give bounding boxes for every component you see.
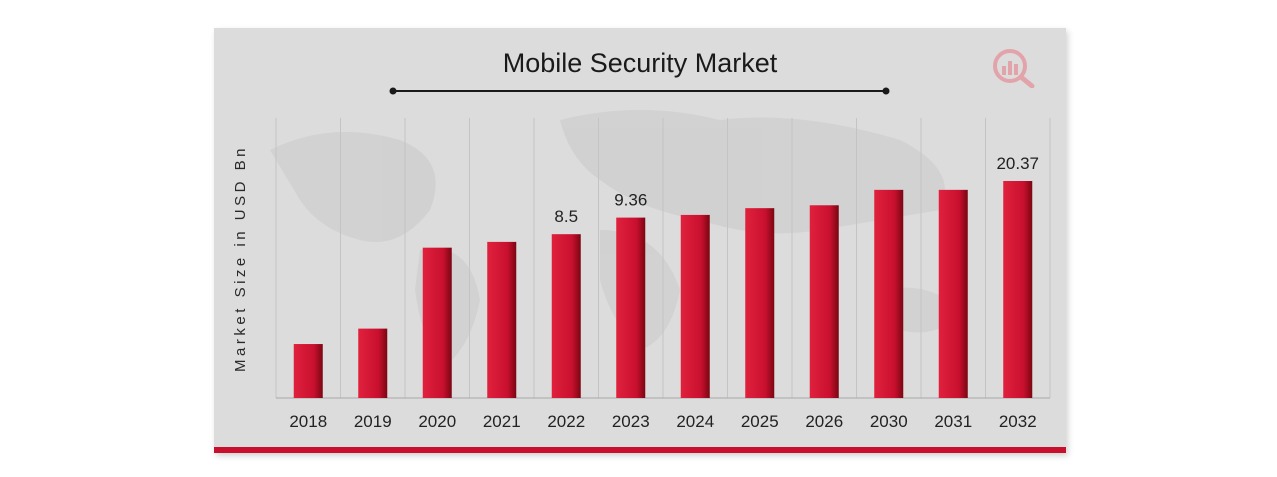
bar-2032 <box>1003 181 1033 398</box>
bar-2026 <box>809 205 839 398</box>
x-tick-label: 2019 <box>354 412 392 431</box>
x-tick-labels: 2018 2019 2020 2021 2022 2023 2024 2025 2026 2030… <box>289 412 1036 431</box>
bar-2018 <box>293 344 323 398</box>
x-tick-label: 2021 <box>483 412 521 431</box>
bar-2031 <box>938 189 968 398</box>
x-tick-label: 2020 <box>418 412 456 431</box>
bar-2022 <box>551 234 581 398</box>
bottom-accent-bar <box>214 447 1066 453</box>
data-label: 20.37 <box>996 154 1039 173</box>
title-underline-dot-right <box>882 87 890 95</box>
bar-2020 <box>422 247 452 398</box>
x-tick-label: 2025 <box>741 412 779 431</box>
grid <box>275 118 1051 398</box>
x-tick-label: 2030 <box>870 412 908 431</box>
x-tick-label: 2024 <box>676 412 714 431</box>
x-tick-label: 2026 <box>805 412 843 431</box>
bar-2021 <box>487 241 517 398</box>
bar-2023 <box>616 217 646 398</box>
data-labels: 8.5 9.36 20.37 <box>554 154 1039 226</box>
bars <box>293 181 1033 398</box>
x-tick-label: 2018 <box>289 412 327 431</box>
title-underline-dot-left <box>389 87 397 95</box>
x-tick-label: 2023 <box>612 412 650 431</box>
data-label: 8.5 <box>554 207 578 226</box>
bar-2019 <box>358 328 388 398</box>
chart-title: Mobile Security Market <box>502 48 778 78</box>
bar-2024 <box>680 214 710 398</box>
magnifier-chart-icon <box>993 49 1035 88</box>
data-label: 9.36 <box>614 191 647 210</box>
bar-2030 <box>874 189 904 398</box>
x-tick-label: 2022 <box>547 412 585 431</box>
x-tick-label: 2031 <box>934 412 972 431</box>
x-tick-label: 2032 <box>999 412 1037 431</box>
bar-2025 <box>745 208 775 398</box>
